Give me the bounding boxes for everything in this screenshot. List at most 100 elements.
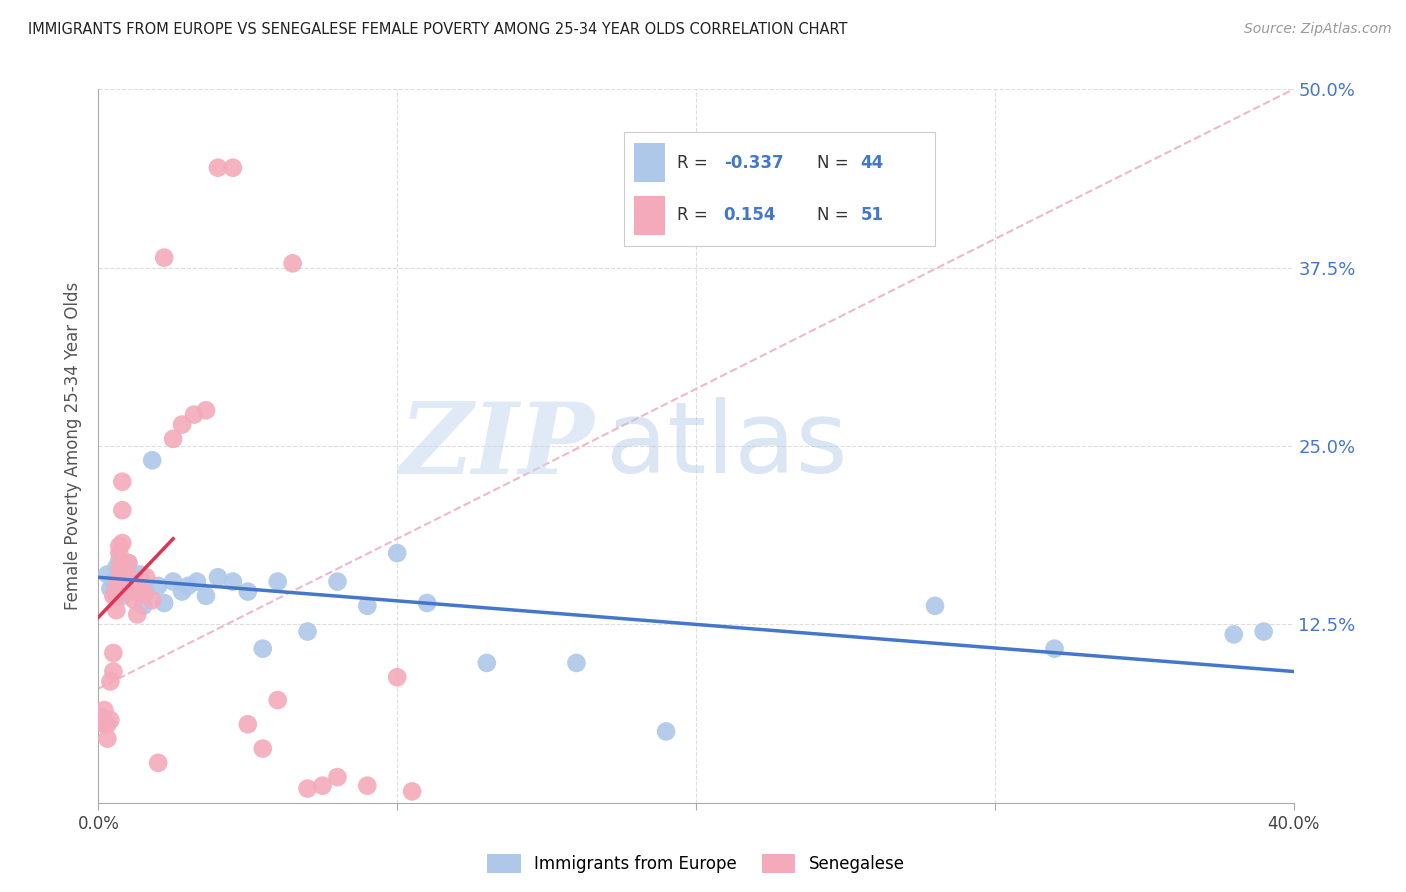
Point [267,574,290,589]
Point [96,567,118,582]
Point [924,599,946,613]
Point [135,584,157,599]
Point [111,475,134,489]
Text: 0.154: 0.154 [724,206,776,225]
Point [108,560,131,574]
Text: ZIP: ZIP [399,398,595,494]
Text: -0.337: -0.337 [724,153,783,172]
Point [148,579,170,593]
Point [297,624,319,639]
Point [1253,624,1275,639]
Point [124,579,146,593]
Point [183,408,205,422]
Text: Source: ZipAtlas.com: Source: ZipAtlas.com [1244,22,1392,37]
Point [103,665,125,679]
Point [105,584,128,599]
Point [114,579,136,593]
Point [100,674,122,689]
Point [111,567,134,582]
Point [127,607,149,622]
Point [108,546,131,560]
Point [105,560,128,574]
Y-axis label: Female Poverty Among 25-34 Year Olds: Female Poverty Among 25-34 Year Olds [65,282,83,610]
Point [117,584,139,599]
Text: 51: 51 [860,206,883,225]
Point [222,161,245,175]
Text: N =: N = [817,206,849,225]
Point [311,779,333,793]
Point [100,582,122,596]
Bar [634,196,665,235]
Point [153,596,176,610]
Text: R =: R = [678,206,707,225]
Point [1043,641,1066,656]
Point [207,570,229,584]
Point [326,574,349,589]
Point [565,656,588,670]
Point [195,403,218,417]
Point [114,582,136,596]
Point [108,539,131,553]
Point [475,656,498,670]
Point [326,770,349,784]
Point [281,256,304,270]
Point [162,574,184,589]
Legend: Immigrants from Europe, Senegalese: Immigrants from Europe, Senegalese [481,847,911,880]
Point [117,556,139,570]
Point [195,589,218,603]
Point [148,756,170,770]
Point [129,567,152,582]
Point [236,584,259,599]
Point [96,731,118,746]
Point [96,717,118,731]
Point [117,556,139,570]
Point [132,599,155,613]
Point [111,589,134,603]
Point [90,710,112,724]
Point [135,570,157,584]
Point [401,784,423,798]
Point [129,579,152,593]
Point [108,570,131,584]
Point [117,574,139,589]
Point [93,717,115,731]
Point [141,593,163,607]
Point [103,574,125,589]
Point [111,556,134,570]
Point [93,703,115,717]
Point [127,584,149,599]
Text: atlas: atlas [606,398,848,494]
Point [108,553,131,567]
Point [356,779,378,793]
Point [105,579,128,593]
Point [172,584,194,599]
Point [103,646,125,660]
Point [172,417,194,432]
Point [100,713,122,727]
Point [117,570,139,584]
Text: N =: N = [817,153,849,172]
Point [222,574,245,589]
Point [108,574,131,589]
Point [177,579,200,593]
Point [114,565,136,579]
Point [236,717,259,731]
Point [105,589,128,603]
Point [416,596,439,610]
Point [385,546,409,560]
Point [186,574,208,589]
Point [124,593,146,607]
Point [120,579,142,593]
Point [114,560,136,574]
Point [111,503,134,517]
Point [207,161,229,175]
Point [141,453,163,467]
Text: R =: R = [678,153,707,172]
Text: 44: 44 [860,153,883,172]
Point [120,570,142,584]
Point [105,603,128,617]
Point [297,781,319,796]
Point [111,536,134,550]
Point [252,641,274,656]
Point [655,724,678,739]
